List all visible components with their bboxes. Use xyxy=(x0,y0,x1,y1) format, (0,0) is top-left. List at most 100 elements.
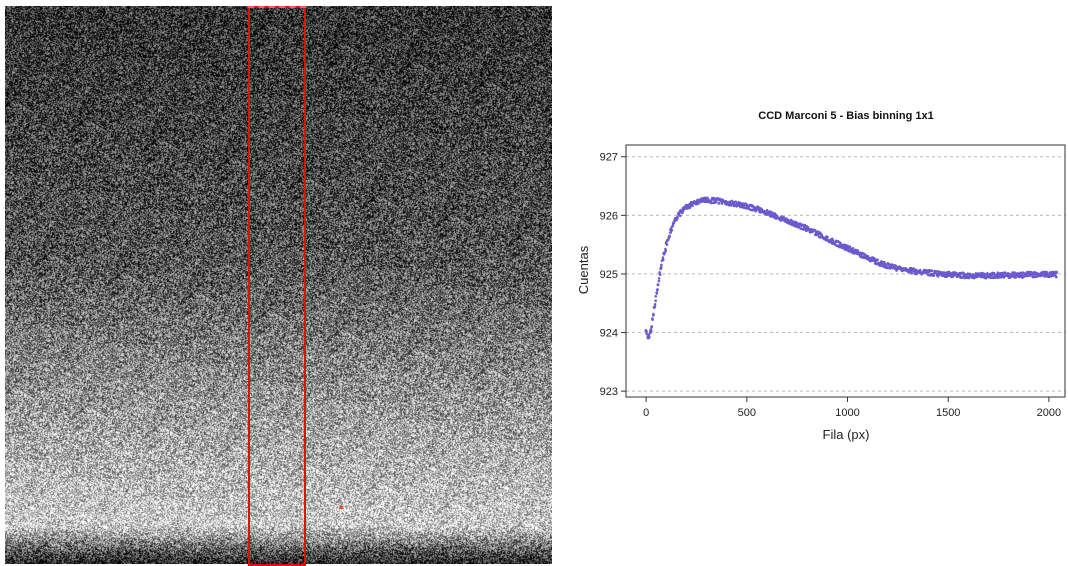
data-point xyxy=(879,264,882,267)
data-point xyxy=(730,199,734,203)
data-point xyxy=(668,234,671,238)
data-point xyxy=(765,208,769,212)
data-point xyxy=(837,245,841,249)
x-tick-label: 2000 xyxy=(1037,407,1061,419)
data-point xyxy=(645,332,648,336)
data-point xyxy=(918,268,922,272)
y-axis-title: Cuentas xyxy=(576,245,591,294)
data-points xyxy=(644,196,1059,340)
data-point xyxy=(826,235,829,239)
data-point xyxy=(934,270,938,273)
data-point xyxy=(1004,271,1007,275)
ccd-bias-image xyxy=(5,6,552,566)
data-point xyxy=(714,200,718,204)
selected-column-region[interactable] xyxy=(248,6,306,566)
data-point xyxy=(963,276,967,280)
data-point xyxy=(656,283,660,287)
data-point xyxy=(658,271,661,274)
x-axis-title: Fila (px) xyxy=(823,427,870,442)
data-point xyxy=(691,204,694,207)
data-point xyxy=(734,200,737,203)
data-point xyxy=(992,271,996,275)
data-point xyxy=(664,249,668,253)
y-tick-label: 927 xyxy=(600,152,618,164)
data-point xyxy=(649,328,653,331)
y-tick-label: 926 xyxy=(600,210,618,222)
data-point xyxy=(656,288,659,292)
chart-svg: CCD Marconi 5 - Bias binning 1x1 0 500 100… xyxy=(576,110,1066,442)
data-point xyxy=(710,201,713,205)
x-tick-label: 1500 xyxy=(936,407,960,419)
data-point xyxy=(725,200,729,204)
data-point xyxy=(839,241,842,245)
data-point xyxy=(692,200,696,203)
x-tick-label: 0 xyxy=(643,407,649,419)
x-tick-label: 1000 xyxy=(835,407,859,419)
data-point xyxy=(753,206,756,210)
data-point xyxy=(657,277,661,280)
data-point xyxy=(887,262,890,266)
data-point xyxy=(771,211,774,214)
grid-lines xyxy=(626,156,1065,392)
data-point xyxy=(885,266,889,270)
data-point xyxy=(670,228,674,232)
data-point xyxy=(658,273,662,277)
data-point xyxy=(676,215,679,219)
data-point xyxy=(647,333,651,336)
data-point xyxy=(651,318,654,321)
data-point xyxy=(654,294,657,298)
data-point xyxy=(951,275,955,278)
data-point xyxy=(814,229,817,233)
x-tick-label: 500 xyxy=(738,407,756,419)
data-point xyxy=(657,279,661,283)
plot-frame xyxy=(625,144,1066,398)
data-point xyxy=(720,202,724,205)
data-point xyxy=(650,326,653,329)
region-dashed-edge xyxy=(248,6,306,8)
data-point xyxy=(806,226,810,229)
data-point xyxy=(653,302,657,306)
data-point xyxy=(645,330,648,333)
chart-title: CCD Marconi 5 - Bias binning 1x1 xyxy=(758,110,933,122)
y-tick-label: 923 xyxy=(600,386,618,398)
data-point xyxy=(967,276,971,280)
data-point xyxy=(1000,275,1003,279)
data-point xyxy=(848,245,852,248)
y-tick-label: 925 xyxy=(600,269,618,281)
data-point xyxy=(1055,270,1058,274)
data-point xyxy=(742,206,746,210)
x-axis-ticks: 0 500 1000 1500 2000 xyxy=(643,397,1061,419)
data-point xyxy=(912,267,915,270)
ccd-bias-frame xyxy=(5,6,552,564)
bias-profile-chart: CCD Marconi 5 - Bias binning 1x1 0 500 100… xyxy=(560,100,1068,480)
data-point xyxy=(891,266,895,270)
data-point xyxy=(930,269,934,273)
data-point xyxy=(876,258,879,262)
data-point xyxy=(653,305,657,308)
data-point xyxy=(1006,271,1010,275)
data-point xyxy=(958,274,962,277)
data-point xyxy=(697,202,700,205)
data-point xyxy=(660,263,663,267)
data-point xyxy=(659,266,663,269)
data-point xyxy=(678,214,682,218)
data-point xyxy=(820,232,823,236)
data-point xyxy=(846,244,849,248)
data-point xyxy=(883,262,887,266)
data-point xyxy=(851,247,855,250)
data-point xyxy=(910,271,914,275)
data-point xyxy=(654,299,657,302)
data-point xyxy=(894,264,898,268)
data-point xyxy=(652,312,655,316)
data-point xyxy=(655,291,658,295)
data-point xyxy=(984,272,987,276)
data-point xyxy=(717,201,721,205)
data-point xyxy=(754,209,758,213)
data-point xyxy=(1013,271,1016,274)
data-point xyxy=(669,230,673,234)
data-point xyxy=(647,335,651,339)
y-axis-ticks: 923 924 925 926 927 xyxy=(600,152,626,398)
data-point xyxy=(665,243,669,246)
data-point xyxy=(791,220,795,223)
y-tick-label: 924 xyxy=(600,328,618,340)
